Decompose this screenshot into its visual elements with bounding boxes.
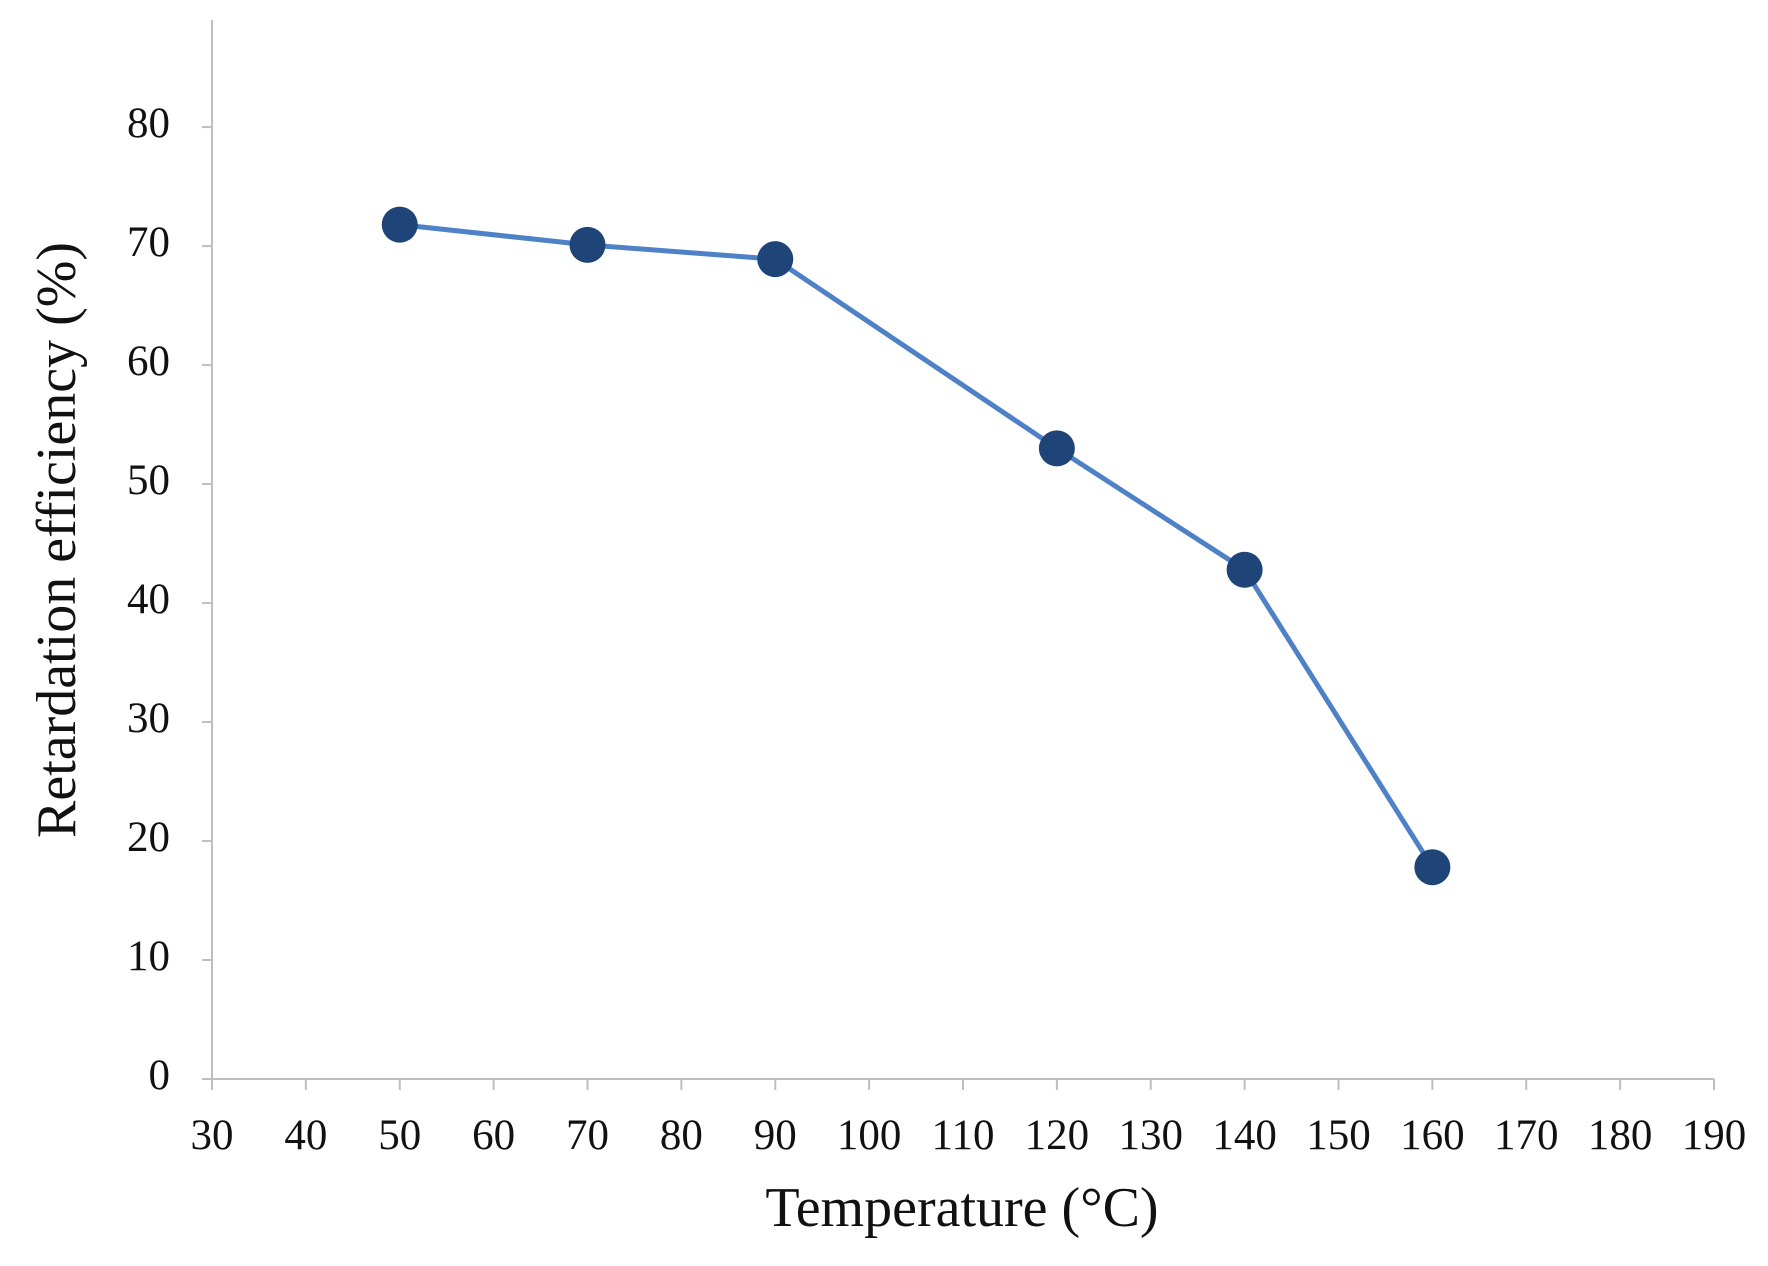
data-point	[1414, 849, 1451, 886]
y-tick-label: 10	[127, 933, 170, 980]
y-tick-label: 30	[127, 695, 170, 742]
y-tick-label: 60	[127, 338, 170, 385]
x-tick-label: 180	[1588, 1112, 1653, 1159]
x-axis-title: Temperature (°C)	[765, 1177, 1158, 1239]
y-tick-label: 50	[127, 457, 170, 504]
data-point	[381, 206, 418, 243]
x-tick-label: 80	[660, 1112, 703, 1159]
x-tick-label: 70	[566, 1112, 609, 1159]
y-tick-label: 40	[127, 576, 170, 623]
x-tick-label: 30	[191, 1112, 234, 1159]
y-tick-label: 80	[127, 100, 170, 147]
x-tick-label: 130	[1119, 1112, 1184, 1159]
x-tick-label: 120	[1025, 1112, 1090, 1159]
x-tick-label: 160	[1400, 1112, 1465, 1159]
y-tick-label: 0	[149, 1052, 171, 1099]
x-tick-label: 40	[284, 1112, 327, 1159]
x-tick-label: 140	[1212, 1112, 1277, 1159]
y-tick-label: 20	[127, 814, 170, 861]
x-tick-label: 100	[837, 1112, 902, 1159]
series-line	[399, 222, 1435, 869]
data-point	[569, 226, 606, 263]
data-point	[757, 241, 794, 278]
data-point	[1226, 551, 1263, 588]
x-tick-label: 60	[472, 1112, 515, 1159]
x-tick-label: 170	[1494, 1112, 1559, 1159]
x-tick-label: 90	[754, 1112, 797, 1159]
y-axis-title: Retardation efficiency (%)	[26, 242, 88, 838]
x-tick-label: 110	[932, 1112, 995, 1159]
x-tick-label: 150	[1306, 1112, 1371, 1159]
data-point	[1038, 430, 1075, 467]
x-tick-label: 50	[378, 1112, 421, 1159]
x-tick-label: 190	[1682, 1112, 1747, 1159]
y-tick-label: 70	[127, 219, 170, 266]
